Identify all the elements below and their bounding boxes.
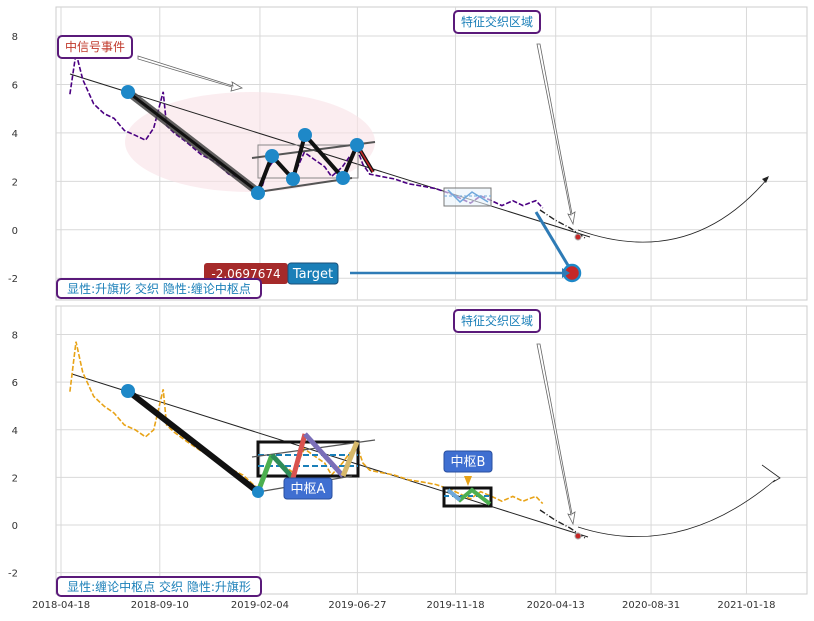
x-tick-label: 2020-04-13	[527, 600, 585, 611]
top-y-ticks: 8 6 4 2 0 -2	[8, 32, 18, 285]
pivot-point	[286, 172, 300, 186]
y-tick-label: 6	[12, 80, 18, 91]
pivot-b-pointer	[464, 476, 472, 486]
x-tick-label: 2018-04-18	[32, 600, 90, 611]
top-plot-area	[69, 43, 769, 283]
region-label-box-bottom: 特征交织区域	[453, 309, 541, 333]
bottom-y-ticks: 8 6 4 2 0 -2	[8, 331, 18, 580]
stroke-segment	[290, 433, 308, 479]
y-tick-label: 4	[12, 426, 18, 437]
pivot-point	[265, 149, 279, 163]
pivot-a-box	[256, 440, 360, 478]
y-tick-label: -2	[8, 569, 18, 580]
legend-box-top: 显性:升旗形 交织 隐性:缠论中枢点	[56, 278, 262, 299]
y-tick-label: 2	[12, 473, 18, 484]
stroke-segment	[303, 432, 345, 478]
small-zigzag-accent	[446, 488, 462, 502]
trend-line	[69, 73, 591, 238]
pivot-point	[251, 186, 265, 200]
small-pivot-box	[443, 187, 492, 207]
target-label-box: Target	[287, 262, 339, 285]
projection-series	[539, 209, 586, 239]
highlight-ellipse	[125, 92, 375, 192]
x-tick-label: 2019-02-04	[231, 600, 289, 611]
y-tick-label: 0	[12, 226, 18, 237]
pivot-point	[121, 85, 135, 99]
end-marker	[574, 532, 582, 540]
pivot-b-label-box: 中枢B	[443, 450, 493, 473]
legend-text-top: 显性:升旗形 交织 隐性:缠论中枢点	[67, 281, 251, 296]
event-label: 中信号事件	[65, 39, 125, 54]
event-arrow	[137, 55, 244, 92]
bottom-plot-area	[69, 341, 781, 540]
stroke-segment	[255, 454, 275, 493]
region-arrow	[536, 343, 576, 526]
region-label-top: 特征交织区域	[461, 14, 533, 29]
stroke-segment	[340, 441, 360, 477]
forecast-curve	[577, 177, 769, 243]
region-label-box-top: 特征交织区域	[453, 10, 541, 34]
pivot-a-label-box: 中枢A	[283, 477, 333, 500]
small-zigzag	[447, 189, 489, 204]
y-tick-label: 8	[12, 32, 18, 43]
flag-lower-bound	[257, 177, 353, 193]
pivot-point	[298, 128, 312, 142]
target-label: Target	[292, 267, 333, 282]
bottom-price-series	[69, 341, 544, 505]
pivot-point	[121, 384, 135, 398]
x-tick-label: 2018-09-10	[131, 600, 189, 611]
y-tick-label: 4	[12, 129, 18, 140]
drop-segment	[534, 211, 574, 273]
x-tick-label: 2019-11-18	[426, 600, 484, 611]
stroke-segment	[270, 453, 295, 480]
region-label-bottom: 特征交织区域	[461, 313, 533, 328]
forecast-arrow-head	[762, 176, 769, 183]
pivot-point	[350, 138, 364, 152]
y-tick-label: 8	[12, 331, 18, 342]
y-tick-label: 6	[12, 378, 18, 389]
flagpole-segment	[126, 388, 260, 495]
pivot-a-label: 中枢A	[291, 482, 326, 497]
bottom-grid	[56, 306, 807, 594]
target-arrow-head	[562, 268, 570, 278]
y-tick-label: -2	[8, 274, 18, 285]
pivot-point	[252, 486, 264, 498]
target-value-label: -2.0697674	[211, 267, 280, 281]
event-label-box: 中信号事件	[57, 35, 133, 59]
legend-box-bottom: 显性:缠论中枢点 交织 隐性:升旗形	[56, 576, 262, 597]
x-tick-label: 2021-01-18	[717, 600, 775, 611]
end-marker	[574, 233, 582, 241]
flagpole-core	[127, 90, 259, 194]
legend-text-bottom: 显性:缠论中枢点 交织 隐性:升旗形	[67, 579, 251, 594]
flag-box	[257, 144, 359, 179]
pivot-b-label: 中枢B	[451, 455, 486, 470]
forecast-curve	[577, 479, 776, 537]
x-tick-labels: 2018-04-18 2018-09-10 2019-02-04 2019-06-27…	[32, 600, 776, 611]
region-arrow	[536, 43, 576, 226]
y-tick-label: 0	[12, 521, 18, 532]
forecast-tail	[761, 464, 781, 483]
x-tick-label: 2019-06-27	[328, 600, 386, 611]
y-tick-label: 2	[12, 177, 18, 188]
x-tick-label: 2020-08-31	[622, 600, 680, 611]
pivot-point	[336, 171, 350, 185]
bottom-panel-frame	[55, 305, 808, 595]
